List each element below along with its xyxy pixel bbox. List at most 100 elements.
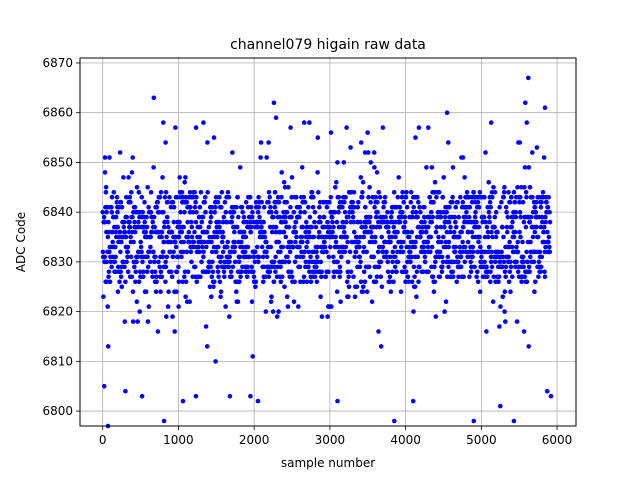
data-point — [245, 264, 250, 270]
data-point — [446, 219, 452, 225]
data-point — [259, 244, 265, 250]
data-point — [142, 219, 147, 225]
data-point — [425, 244, 431, 250]
data-point — [205, 140, 210, 145]
data-point — [488, 204, 494, 210]
data-point — [356, 239, 362, 245]
data-point — [248, 204, 254, 210]
data-point — [470, 254, 475, 260]
data-point — [496, 274, 502, 280]
data-point — [192, 264, 198, 270]
data-point — [382, 194, 388, 200]
data-point — [318, 294, 323, 300]
x-tick-label: 0 — [99, 433, 107, 447]
data-point — [533, 209, 538, 215]
data-point — [256, 194, 261, 200]
y-tick-label: 6810 — [42, 354, 73, 368]
data-point — [210, 269, 216, 275]
data-point — [189, 224, 195, 230]
data-point — [363, 204, 368, 210]
data-point — [178, 209, 183, 215]
data-point — [192, 190, 197, 195]
data-point — [399, 214, 405, 220]
data-point — [189, 219, 194, 225]
data-point — [545, 229, 550, 235]
x-axis-label: sample number — [281, 456, 375, 470]
outlier-point — [117, 150, 123, 155]
data-point — [174, 269, 180, 275]
data-point — [171, 204, 177, 210]
data-point — [192, 204, 198, 210]
data-point — [490, 194, 495, 200]
data-point — [324, 204, 330, 210]
data-point — [203, 324, 209, 329]
data-point — [199, 259, 204, 265]
data-point — [167, 249, 173, 255]
data-point — [433, 314, 439, 319]
data-point — [326, 254, 332, 260]
data-point — [300, 254, 306, 260]
data-point — [458, 254, 464, 260]
data-point — [410, 214, 415, 220]
data-point — [540, 190, 546, 195]
data-point — [385, 269, 391, 275]
data-point — [148, 244, 153, 250]
data-point — [547, 219, 553, 225]
data-point — [151, 249, 156, 255]
data-point — [329, 304, 334, 309]
data-point — [436, 190, 442, 195]
data-point — [379, 284, 385, 290]
data-point — [264, 155, 270, 160]
data-point — [106, 274, 111, 280]
data-point — [172, 329, 177, 334]
data-point — [450, 199, 455, 205]
data-point — [361, 234, 367, 240]
data-point — [530, 234, 536, 240]
data-point — [525, 259, 530, 265]
data-point — [398, 289, 404, 295]
data-point — [500, 294, 506, 300]
data-point — [278, 249, 283, 255]
data-point — [377, 224, 383, 230]
data-point — [505, 229, 510, 235]
data-point — [515, 185, 520, 190]
data-point — [377, 244, 382, 250]
data-point — [481, 214, 487, 220]
data-point — [434, 194, 439, 200]
data-point — [474, 219, 479, 225]
data-point — [170, 254, 176, 260]
data-point — [440, 264, 445, 270]
data-point — [129, 190, 134, 195]
data-point — [421, 214, 427, 220]
data-point — [375, 249, 381, 255]
data-point — [531, 259, 537, 265]
data-point — [344, 234, 350, 240]
data-point — [311, 234, 317, 240]
data-point — [520, 199, 526, 205]
data-point — [232, 244, 238, 250]
data-point — [109, 194, 115, 200]
data-point — [216, 274, 221, 280]
data-point — [443, 299, 449, 305]
data-point — [101, 214, 107, 220]
data-point — [358, 259, 363, 265]
data-point — [501, 190, 507, 195]
data-point — [219, 239, 225, 245]
data-point — [259, 224, 264, 230]
data-point — [289, 175, 295, 180]
data-point — [351, 190, 357, 195]
data-point — [110, 239, 115, 245]
data-point — [333, 234, 338, 240]
data-point — [124, 194, 129, 200]
data-point — [179, 229, 185, 235]
data-point — [501, 234, 506, 240]
data-point — [189, 234, 195, 240]
data-point — [352, 254, 358, 260]
data-point — [202, 199, 207, 205]
data-point — [270, 309, 276, 314]
data-point — [173, 125, 178, 130]
data-point — [514, 244, 519, 250]
data-point — [271, 214, 276, 220]
data-point — [261, 264, 267, 270]
data-point — [355, 204, 361, 210]
